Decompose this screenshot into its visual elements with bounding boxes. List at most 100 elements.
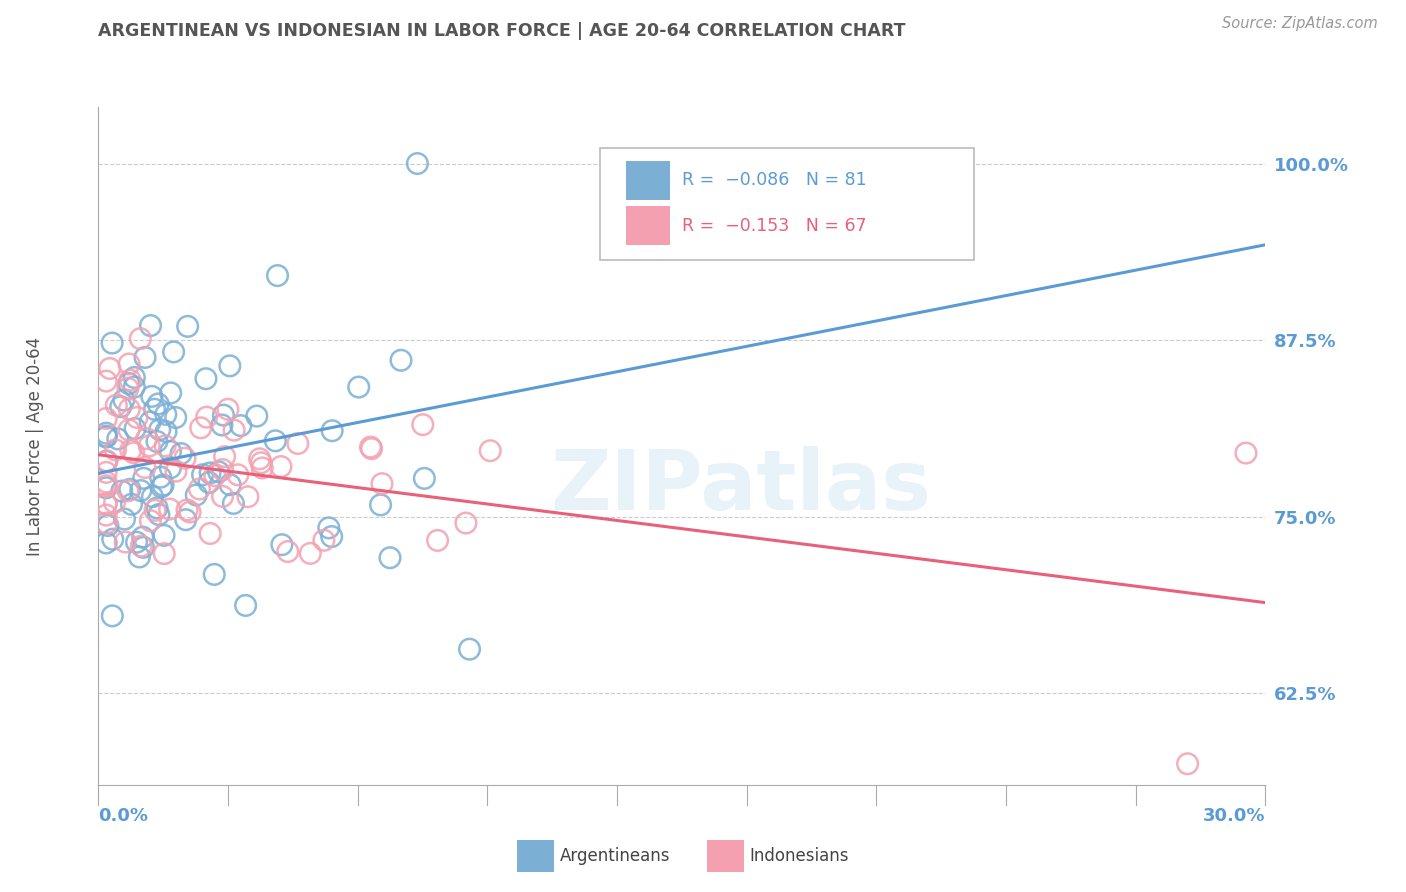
Point xyxy=(186,488,208,502)
Point xyxy=(287,436,309,450)
Point xyxy=(153,547,176,561)
Point xyxy=(139,415,162,429)
Point xyxy=(129,483,152,498)
Point xyxy=(134,460,156,475)
Point xyxy=(96,430,118,444)
Point xyxy=(124,370,146,384)
Point xyxy=(120,443,142,458)
Point xyxy=(371,476,394,491)
Point xyxy=(138,439,160,453)
Point xyxy=(125,535,148,549)
Point xyxy=(170,447,193,461)
Point xyxy=(120,373,142,387)
Point xyxy=(321,530,343,544)
Point xyxy=(114,512,136,526)
Point xyxy=(96,508,118,522)
Text: R =  −0.153   N = 67: R = −0.153 N = 67 xyxy=(682,217,866,235)
Point xyxy=(222,496,245,510)
Point xyxy=(96,516,118,530)
Point xyxy=(96,426,118,441)
Point xyxy=(198,466,221,480)
Point xyxy=(96,374,118,388)
Point xyxy=(98,361,121,376)
Point xyxy=(125,410,148,425)
Point xyxy=(96,481,118,495)
Text: Indonesians: Indonesians xyxy=(749,847,849,865)
Point xyxy=(96,454,118,468)
Point xyxy=(190,421,212,435)
Point xyxy=(124,380,146,394)
Point xyxy=(312,533,335,548)
Point xyxy=(730,156,752,170)
Text: Source: ZipAtlas.com: Source: ZipAtlas.com xyxy=(1222,16,1378,31)
Point xyxy=(132,471,155,485)
Point xyxy=(264,434,287,448)
Point xyxy=(188,482,211,496)
Point xyxy=(378,550,401,565)
Point xyxy=(250,456,273,470)
Point xyxy=(159,444,181,458)
Point xyxy=(347,380,370,394)
Point xyxy=(148,508,170,522)
Point xyxy=(134,351,156,365)
Point xyxy=(135,432,157,446)
Text: Argentineans: Argentineans xyxy=(560,847,671,865)
Point xyxy=(118,423,141,437)
Point xyxy=(174,451,197,466)
Point xyxy=(202,567,225,582)
Point xyxy=(162,345,184,359)
Point xyxy=(153,528,176,542)
Point xyxy=(104,495,127,509)
Point xyxy=(141,389,163,403)
Point xyxy=(121,497,143,511)
Point xyxy=(96,497,118,511)
Point xyxy=(118,483,141,497)
Point xyxy=(195,410,218,425)
Point xyxy=(118,357,141,371)
Point xyxy=(155,425,177,439)
Point xyxy=(454,516,477,530)
Point xyxy=(96,466,118,480)
Point xyxy=(211,417,233,432)
Point xyxy=(211,462,233,476)
Point xyxy=(143,402,166,417)
Point xyxy=(112,392,135,407)
Point xyxy=(111,484,134,499)
Point xyxy=(139,514,162,528)
Point xyxy=(96,429,118,443)
Point xyxy=(212,408,235,422)
Point xyxy=(101,336,124,351)
Point xyxy=(174,513,197,527)
Point xyxy=(148,397,170,411)
Point xyxy=(128,549,150,564)
Point xyxy=(152,478,174,492)
Point xyxy=(270,459,292,474)
Point xyxy=(124,421,146,435)
Point xyxy=(176,319,198,334)
Point xyxy=(105,398,128,412)
FancyBboxPatch shape xyxy=(600,148,973,260)
Point xyxy=(217,402,239,417)
Point xyxy=(97,518,120,533)
Point xyxy=(370,498,392,512)
Point xyxy=(270,538,292,552)
Point xyxy=(360,442,382,456)
Point xyxy=(277,544,299,558)
Point xyxy=(155,408,177,422)
Point xyxy=(96,411,118,425)
Point xyxy=(198,526,221,541)
Point xyxy=(198,475,221,490)
Point xyxy=(389,353,412,368)
Bar xyxy=(626,206,671,245)
Point xyxy=(321,424,343,438)
Point xyxy=(219,477,242,491)
Point xyxy=(412,417,434,432)
Point xyxy=(226,467,249,482)
Point xyxy=(96,536,118,550)
Point xyxy=(143,503,166,517)
Text: 30.0%: 30.0% xyxy=(1204,807,1265,825)
Point xyxy=(191,467,214,482)
Point xyxy=(299,546,322,560)
Point xyxy=(1177,756,1199,771)
Point xyxy=(176,503,198,517)
